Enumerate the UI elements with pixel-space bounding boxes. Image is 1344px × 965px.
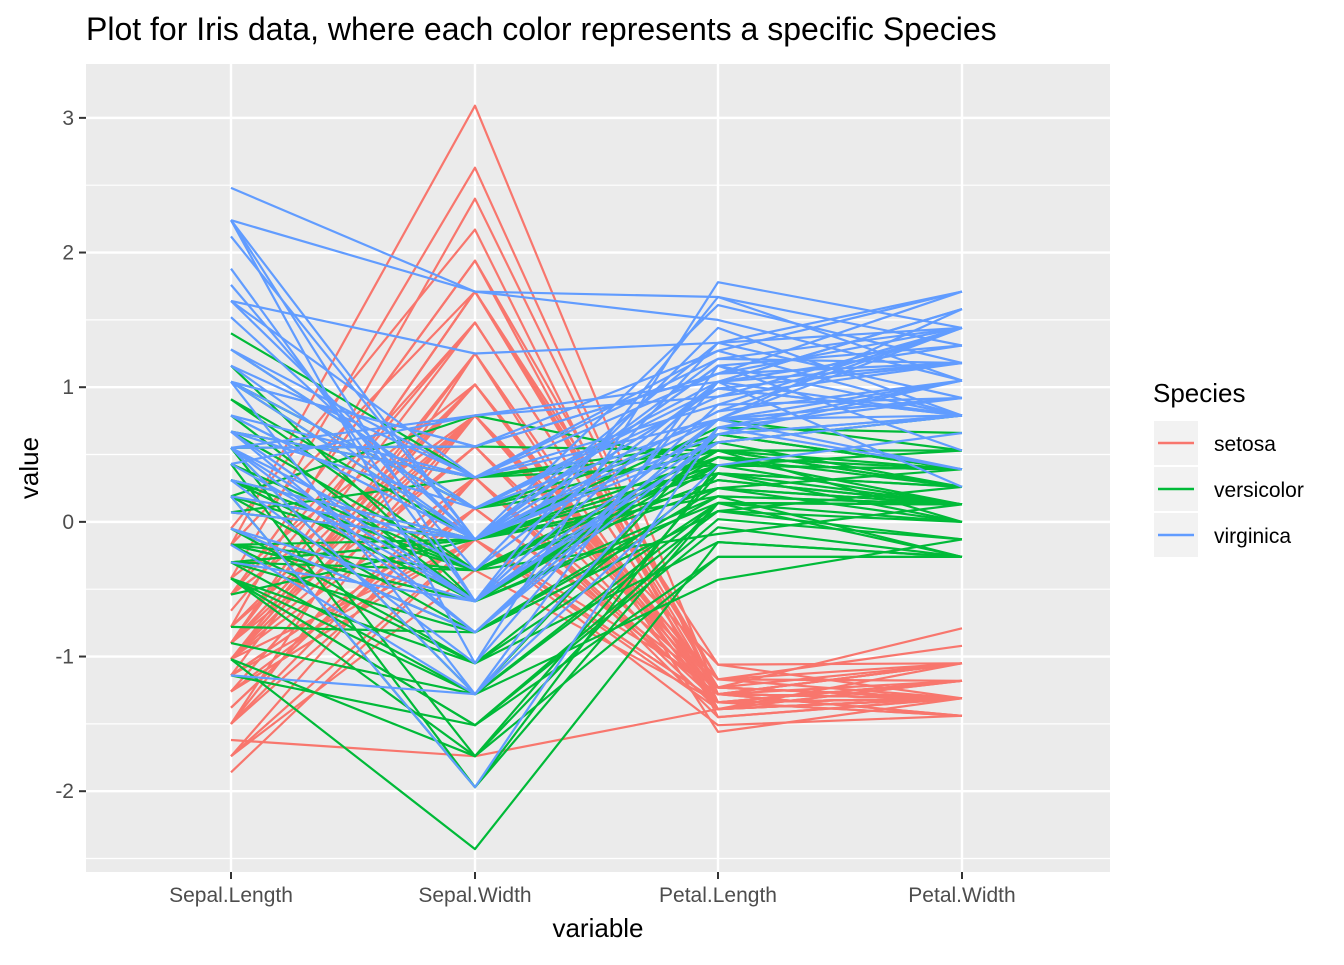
y-tick-label: 1 [62,376,74,399]
series-line-setosa [230,445,963,704]
legend-label: setosa [1214,433,1276,456]
legend-label: virginica [1214,525,1291,548]
series-line-virginica [230,186,963,382]
legend-item-virginica: virginica [1154,513,1291,557]
series-line-virginica [230,414,963,541]
y-tick-label: 2 [62,242,74,265]
series-line-virginica [230,300,963,479]
series-line-versicolor [230,464,963,596]
y-tick-label: 3 [62,107,74,130]
legend-label: versicolor [1214,479,1304,502]
chart-title: Plot for Iris data, where each color rep… [86,11,997,47]
y-tick-label: -1 [55,646,74,669]
data-lines [230,104,963,851]
series-line-setosa [230,321,963,700]
x-axis-title: variable [552,913,643,943]
series-line-virginica [230,379,963,541]
series-line-setosa [230,383,963,689]
series-line-virginica [230,426,963,789]
series-line-virginica [230,308,963,510]
y-tick-label: 0 [62,511,74,534]
series-line-virginica [230,396,963,634]
series-line-virginica [230,219,963,541]
series-line-virginica [230,387,963,510]
legend-item-versicolor: versicolor [1154,467,1304,511]
series-line-versicolor [230,538,963,696]
series-line-virginica [230,326,963,479]
x-tick-label: Sepal.Length [169,884,293,907]
series-line-versicolor [230,555,962,758]
series-line-virginica [230,396,963,696]
series-line-versicolor [230,447,963,758]
series-line-setosa [230,538,963,774]
series-line-versicolor [230,472,963,665]
series-line-virginica [230,326,963,510]
legend-items: setosa versicolor virginica [1154,421,1304,557]
y-tick-label: -2 [55,780,74,803]
series-line-setosa [230,290,963,682]
series-line-virginica [230,326,963,466]
legend-title: Species [1153,378,1246,408]
series-line-setosa [230,352,963,717]
series-line-virginica [230,418,963,603]
series-setosa [230,104,963,774]
series-line-versicolor [230,540,963,665]
series-line-versicolor [230,501,963,665]
series-line-virginica [230,290,963,448]
x-tick-label: Sepal.Width [418,884,531,907]
x-tick-label: Petal.Length [659,884,777,907]
legend-item-setosa: setosa [1154,421,1276,465]
legend: Species setosa versicolor virginica [1153,378,1304,557]
y-axis-title: value [14,437,44,499]
x-tick-label: Petal.Width [908,884,1015,907]
series-line-setosa [230,679,963,758]
x-axis-ticks: Sepal.Length Sepal.Width Petal.Length Petal… [169,872,1016,907]
series-line-virginica [230,414,963,541]
series-line-setosa [230,476,963,757]
series-line-versicolor [230,487,963,546]
series-virginica [230,186,963,789]
series-line-versicolor [230,501,963,696]
y-axis-ticks: -2 -1 0 1 2 3 [55,107,86,803]
series-line-virginica [230,364,963,696]
series-line-virginica [230,414,963,541]
series-line-virginica [230,290,963,355]
series-line-virginica [230,219,963,347]
series-line-versicolor [230,526,963,727]
